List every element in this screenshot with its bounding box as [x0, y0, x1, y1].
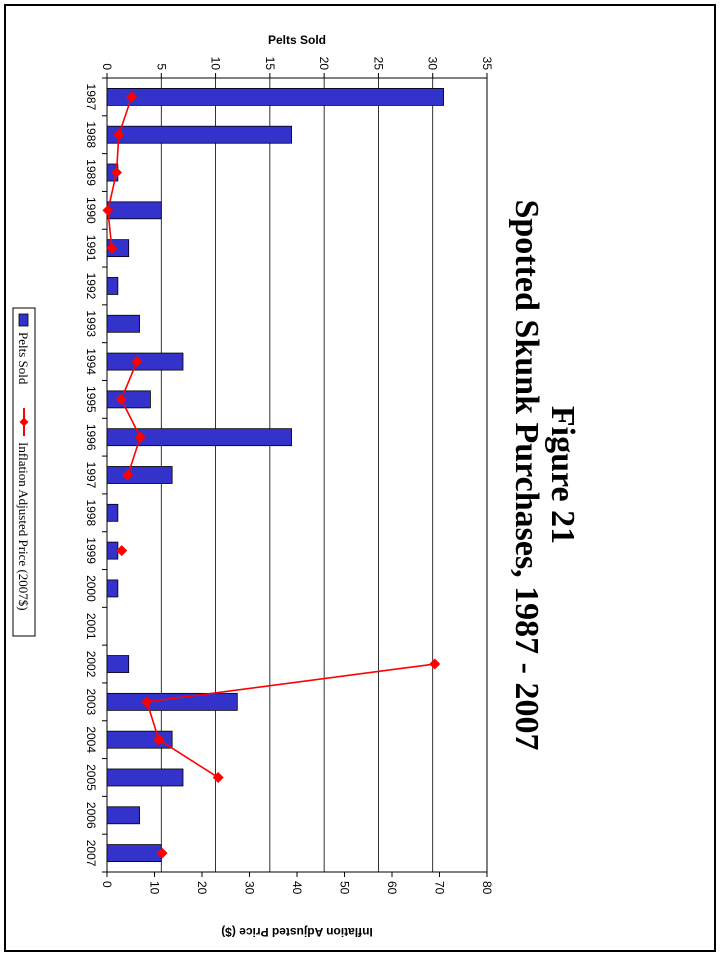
chart-frame: 0 5 10 15 20 25 30 35 0 10 20 30 40 50 60 70 80 1987 1988 1… — [4, 4, 716, 952]
price-point-1995 — [115, 393, 127, 405]
price-tick-label: 20 — [195, 881, 209, 895]
price-point-1987 — [126, 91, 138, 103]
price-point-2007 — [156, 847, 168, 859]
price-point-1994 — [131, 356, 143, 368]
category-tick-label: 2000 — [84, 575, 98, 602]
chart-title: Figure 21 — [544, 406, 581, 544]
category-tick-label: 2001 — [84, 613, 98, 640]
line-series — [102, 91, 441, 859]
category-tick-label: 2003 — [84, 689, 98, 716]
category-tick-label: 1988 — [84, 121, 98, 148]
price-tick-label: 0 — [100, 881, 114, 888]
bar-1990 — [106, 201, 162, 220]
category-tick-label: 1992 — [84, 273, 98, 300]
price-point-2004 — [153, 734, 165, 746]
price-tick-label: 10 — [148, 881, 162, 895]
chart: 0 5 10 15 20 25 30 35 0 10 20 30 40 50 60 70 80 1987 1988 1… — [12, 33, 581, 939]
bar-2006 — [106, 806, 140, 825]
price-point-2002 — [429, 658, 441, 670]
price-point-1988 — [113, 129, 125, 141]
category-tick-label: 1991 — [84, 235, 98, 262]
price-point-2005 — [212, 771, 224, 783]
category-tick-label: 1995 — [84, 386, 98, 413]
pelts-tick-label: 0 — [100, 63, 114, 70]
category-tick-label: 2005 — [84, 764, 98, 791]
legend-bar-swatch — [18, 313, 29, 327]
legend-pelts-sold: Pelts Sold — [16, 332, 31, 385]
price-axis-label: Inflation Adjusted Price ($) — [221, 925, 373, 939]
category-tick-label: 1997 — [84, 462, 98, 489]
bar-1995 — [106, 390, 151, 409]
pelts-tick-label: 20 — [317, 57, 331, 71]
price-tick-label: 40 — [290, 881, 304, 895]
pelts-tick-label: 25 — [371, 57, 385, 71]
price-point-1996 — [134, 431, 146, 443]
bar-2004 — [106, 730, 173, 749]
price-tick-label: 60 — [385, 881, 399, 895]
category-tick-label: 2007 — [84, 840, 98, 867]
category-tick-label: 1999 — [84, 537, 98, 564]
bar-1997 — [106, 466, 173, 484]
pelts-tick-label: 10 — [209, 57, 223, 71]
category-tick-label: 2002 — [84, 651, 98, 678]
bar-1998 — [106, 503, 119, 522]
category-tick-label: 1994 — [84, 348, 98, 375]
category-tick-label: 1987 — [84, 84, 98, 111]
bar-1994 — [106, 352, 184, 371]
chart-subtitle: Spotted Skunk Purchases, 1987 - 2007 — [508, 199, 545, 750]
price-line-segment — [120, 361, 142, 476]
axes: 0 5 10 15 20 25 30 35 0 10 20 30 40 50 60 70 80 1987 1988 1… — [84, 57, 494, 895]
bar-2000 — [106, 579, 119, 598]
category-tick-label: 1996 — [84, 424, 98, 451]
pelts-axis-label: Pelts Sold — [268, 33, 326, 47]
category-tick-label: 2006 — [84, 802, 98, 829]
price-point-2003 — [141, 696, 153, 708]
price-point-1991 — [106, 242, 118, 254]
bar-1988 — [106, 125, 292, 144]
price-point-1997 — [122, 469, 134, 481]
category-tick-label: 1998 — [84, 499, 98, 526]
category-tick-label: 2004 — [84, 726, 98, 753]
price-tick-label: 50 — [338, 881, 352, 895]
price-tick-label: 80 — [480, 881, 494, 895]
pelts-tick-label: 35 — [480, 57, 494, 71]
price-point-1989 — [111, 167, 122, 179]
bar-1987 — [106, 87, 444, 106]
price-point-1990 — [102, 204, 114, 216]
bar-1992 — [106, 277, 119, 295]
pelts-tick-label: 15 — [263, 57, 277, 71]
bar-1996 — [106, 428, 292, 447]
legend-inflation-adjusted-price: Inflation Adjusted Price (2007$) — [16, 442, 31, 611]
category-tick-label: 1993 — [84, 310, 98, 337]
price-line-segment — [145, 663, 435, 779]
legend-line-marker — [19, 417, 29, 427]
price-point-1999 — [116, 545, 128, 557]
category-tick-label: 1989 — [84, 159, 98, 186]
bar-2007 — [106, 844, 162, 863]
pelts-tick-label: 5 — [154, 63, 168, 70]
price-tick-label: 30 — [243, 881, 257, 895]
category-tick-label: 1990 — [84, 197, 98, 224]
pelts-tick-label: 30 — [426, 57, 440, 71]
legend: Pelts Sold Inflation Adjusted Price (200… — [12, 307, 36, 637]
price-tick-label: 70 — [433, 881, 447, 895]
bar-series — [106, 87, 444, 863]
legend-box — [12, 307, 36, 637]
titles: Figure 21 Spotted Skunk Purchases, 1987 … — [221, 33, 581, 939]
bar-2003 — [106, 692, 238, 711]
bar-2002 — [106, 655, 130, 673]
bar-2005 — [106, 768, 184, 787]
bar-1993 — [106, 314, 140, 333]
